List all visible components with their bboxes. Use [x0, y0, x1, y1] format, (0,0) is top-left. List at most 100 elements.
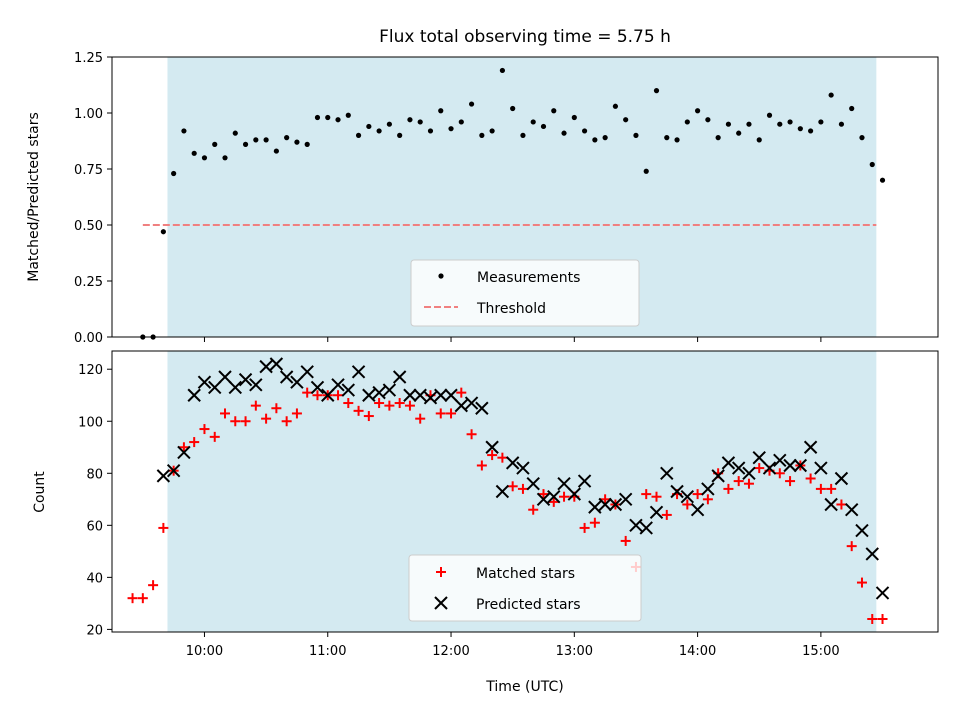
predicted-star-point	[844, 503, 859, 517]
matched-star-point	[250, 400, 261, 411]
matched-star-point	[353, 405, 364, 416]
matched-star-point	[404, 400, 415, 411]
predicted-star-point	[731, 461, 746, 475]
predicted-star-point	[290, 375, 304, 389]
measurement-point	[427, 128, 434, 134]
predicted-star-point	[505, 456, 520, 470]
predicted-star-point	[197, 375, 212, 389]
matched-star-point	[476, 460, 487, 471]
predicted-star-point	[803, 440, 818, 454]
measurement-point	[325, 114, 331, 121]
count-panel-frame	[111, 350, 939, 633]
measurement-point	[859, 135, 865, 141]
matched-star-point	[178, 442, 189, 453]
matched-star-points	[127, 387, 888, 624]
measurement-point	[386, 121, 392, 127]
measurement-point	[458, 119, 464, 125]
y-tick-label: 1.00	[74, 107, 103, 122]
matched-star-point	[836, 499, 847, 510]
measurement-point	[417, 119, 423, 125]
predicted-star-point	[629, 518, 643, 533]
matched-star-point	[600, 494, 611, 505]
matched-star-point	[456, 387, 467, 398]
matched-star-point	[343, 398, 354, 409]
matched-star-point	[291, 408, 302, 419]
y-tick-label: 80	[86, 467, 103, 482]
x-tick-label: 15:00	[802, 644, 839, 659]
predicted-star-point	[577, 474, 592, 488]
matched-star-point	[271, 403, 282, 414]
predicted-star-point	[762, 461, 777, 475]
predicted-star-point	[670, 484, 684, 499]
predicted-star-point	[362, 388, 376, 402]
ratio-legend-box	[410, 259, 640, 327]
count-panel: 20 40 60 80 100 120 10:00 11:00 12:00 13:00 14:00…	[32, 350, 939, 695]
measurement-point	[664, 135, 670, 141]
x-tick-label: 11:00	[309, 644, 346, 659]
measurement-point	[212, 141, 218, 147]
predicted-star-point	[392, 370, 407, 384]
ratio-x-ticks	[203, 337, 822, 342]
predicted-star-point	[434, 388, 448, 402]
matched-star-point	[559, 491, 570, 502]
matched-star-point	[702, 494, 713, 505]
matched-star-point	[785, 476, 796, 487]
y-tick-label: 0.75	[74, 163, 103, 178]
measurement-point	[540, 123, 547, 130]
measurement-point	[530, 119, 536, 125]
predicted-star-point	[321, 388, 335, 402]
measurement-point	[797, 126, 803, 132]
predicted-star-point	[218, 370, 232, 384]
predicted-star-point	[752, 450, 766, 465]
matched-star-point	[137, 593, 148, 604]
predicted-star-point	[773, 453, 787, 467]
matched-star-point	[374, 398, 385, 409]
measurement-point	[448, 126, 454, 132]
measurement-point	[314, 114, 321, 121]
measurement-point	[263, 137, 269, 143]
y-tick-label: 0.25	[74, 275, 103, 290]
matched-star-point	[466, 429, 477, 440]
predicted-star-point	[156, 469, 171, 483]
matched-star-point	[867, 613, 878, 624]
measurement-point	[510, 105, 516, 112]
measurement-point	[879, 177, 886, 183]
measurement-point	[808, 128, 814, 134]
predicted-star-points	[156, 357, 890, 600]
ratio-panel-frame	[111, 56, 939, 338]
legend-predicted-label: Predicted stars	[476, 597, 581, 613]
count-y-axis-label: Count	[32, 471, 48, 513]
measurement-point	[253, 137, 259, 143]
predicted-star-point	[793, 458, 808, 473]
x-tick-label: 10:00	[186, 644, 223, 659]
matched-star-point	[487, 450, 498, 461]
matched-star-point	[815, 483, 826, 494]
measurement-point	[766, 112, 773, 118]
measurement-point	[273, 148, 279, 154]
measurement-point	[489, 128, 495, 134]
measurement-point	[335, 117, 341, 123]
predicted-star-point	[208, 380, 222, 395]
predicted-star-point	[310, 380, 325, 395]
y-tick-label: 1.25	[74, 51, 103, 66]
matched-star-point	[538, 489, 549, 500]
predicted-star-point	[742, 466, 756, 480]
predicted-star-point	[834, 471, 849, 486]
matched-star-point	[826, 483, 837, 494]
measurement-point	[232, 130, 238, 136]
measurement-point	[468, 101, 475, 107]
predicted-star-point	[166, 463, 181, 478]
predicted-star-point	[660, 466, 674, 480]
predicted-star-point	[711, 469, 725, 483]
predicted-star-point	[403, 388, 417, 402]
matched-star-point	[723, 483, 734, 494]
predicted-star-point	[279, 370, 294, 384]
legend-threshold-label: Threshold	[476, 301, 546, 317]
matched-star-point	[363, 411, 374, 422]
matched-star-point	[507, 481, 518, 492]
measurement-point	[242, 141, 249, 147]
y-tick-label: 60	[86, 519, 103, 534]
predicted-star-point	[187, 388, 201, 402]
matched-star-point	[856, 577, 867, 588]
